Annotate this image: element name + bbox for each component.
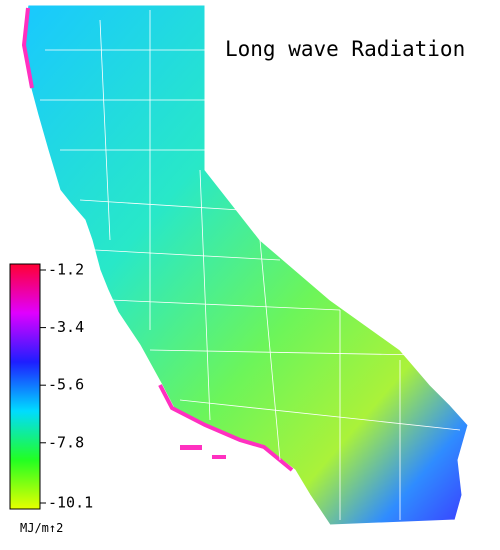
coastal-edge — [21, 7, 294, 472]
colorbar-tick-label: -3.4 — [48, 318, 84, 336]
island — [212, 455, 226, 459]
map-title: Long wave Radiation — [225, 37, 465, 61]
colorbar-tick-label: -10.1 — [48, 494, 93, 512]
california-land — [21, 4, 469, 526]
colorbar-tick-label: -5.6 — [48, 376, 84, 394]
colorbar — [9, 263, 41, 510]
county-lines — [40, 10, 461, 520]
colorbar-tick-label: -7.8 — [48, 433, 84, 451]
colorbar-tick-label: -1.2 — [48, 261, 84, 279]
colorbar-unit: MJ/m↑2 — [20, 521, 63, 535]
island — [180, 445, 202, 450]
